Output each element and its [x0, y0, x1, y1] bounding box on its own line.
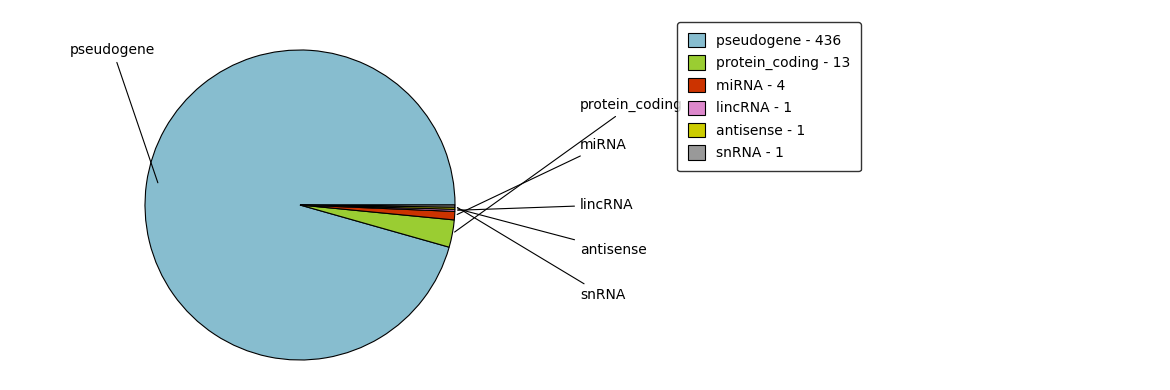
- Text: pseudogene: pseudogene: [70, 43, 158, 183]
- Wedge shape: [300, 205, 455, 209]
- Wedge shape: [145, 50, 455, 360]
- Text: lincRNA: lincRNA: [457, 198, 634, 212]
- Text: miRNA: miRNA: [457, 138, 627, 215]
- Text: snRNA: snRNA: [457, 207, 626, 302]
- Text: protein_coding: protein_coding: [455, 98, 683, 232]
- Wedge shape: [300, 205, 454, 247]
- Wedge shape: [300, 205, 455, 220]
- Legend: pseudogene - 436, protein_coding - 13, miRNA - 4, lincRNA - 1, antisense - 1, sn: pseudogene - 436, protein_coding - 13, m…: [677, 22, 861, 171]
- Wedge shape: [300, 205, 455, 207]
- Wedge shape: [300, 205, 455, 211]
- Text: antisense: antisense: [457, 209, 647, 257]
